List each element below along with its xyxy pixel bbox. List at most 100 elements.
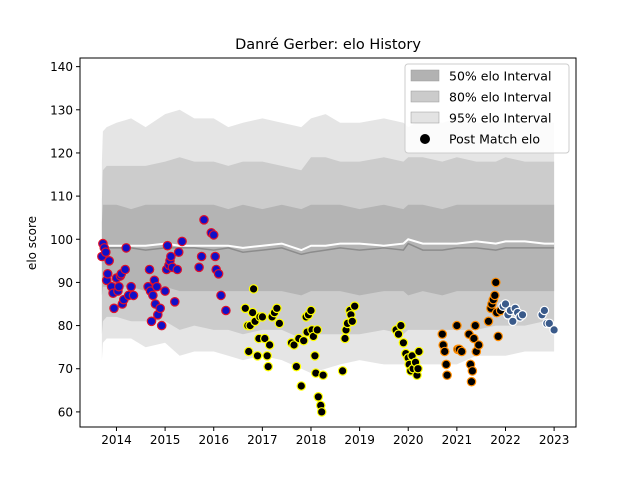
legend-swatch xyxy=(410,111,440,124)
post-match-elo-point xyxy=(272,303,282,314)
post-match-elo-point xyxy=(298,335,309,346)
post-match-elo-point xyxy=(114,281,124,292)
post-match-elo-point xyxy=(469,333,479,344)
legend-label: 95% elo Interval xyxy=(449,111,551,126)
post-match-elo-point xyxy=(493,331,503,342)
post-match-elo-point xyxy=(262,350,272,361)
post-match-elo-point xyxy=(243,346,254,357)
legend-marker xyxy=(420,134,430,144)
post-match-elo-point xyxy=(263,361,273,372)
post-match-elo-point xyxy=(172,264,183,275)
post-match-elo-point xyxy=(247,307,258,318)
post-match-elo-point xyxy=(544,318,555,329)
y-axis-label: elo score xyxy=(25,216,39,270)
post-match-elo-point xyxy=(490,277,501,288)
post-match-elo-point xyxy=(173,247,184,257)
post-match-elo-point xyxy=(162,240,173,251)
mean-elo-line xyxy=(100,238,555,252)
post-match-elo-point xyxy=(155,303,165,314)
post-match-elo-point xyxy=(306,305,316,316)
post-match-elo-point xyxy=(470,320,481,331)
post-match-elo-point xyxy=(152,281,162,292)
post-match-elo-point xyxy=(126,281,136,292)
post-match-elo-point xyxy=(156,320,167,331)
x-tick-label: 2022 xyxy=(490,433,521,447)
post-match-elo-point xyxy=(248,284,259,294)
x-tick-label: 2020 xyxy=(393,433,424,447)
post-match-elo-point xyxy=(121,243,131,253)
legend-label: Post Match elo xyxy=(449,132,540,147)
y-tick-label: 140 xyxy=(50,60,73,74)
post-match-elo-point xyxy=(120,264,130,275)
y-tick-label: 100 xyxy=(50,233,73,247)
post-match-elo-point xyxy=(414,346,424,357)
y-tick-label: 60 xyxy=(58,405,73,419)
post-match-elo-point xyxy=(473,340,484,350)
post-match-elo-point xyxy=(264,340,275,350)
x-tick-label: 2014 xyxy=(101,433,132,447)
x-tick-label: 2017 xyxy=(247,433,278,447)
post-match-elo-point xyxy=(177,236,187,247)
post-match-elo-point xyxy=(210,251,220,262)
post-match-elo-point xyxy=(102,268,113,279)
post-match-elo-point xyxy=(500,299,511,309)
post-match-elo-point xyxy=(442,370,452,380)
post-match-elo-point xyxy=(259,333,270,344)
legend-swatch xyxy=(410,69,440,82)
post-match-elo-point xyxy=(148,290,158,301)
legend: 50% elo Interval 80% elo Interval 95% elo … xyxy=(404,63,570,154)
post-match-elo-point xyxy=(310,350,320,361)
post-match-elo-point xyxy=(128,290,139,301)
y-tick-label: 90 xyxy=(58,276,73,290)
post-match-elo-point xyxy=(437,329,448,339)
legend-label: 50% elo Interval xyxy=(449,69,551,84)
post-match-elo-point xyxy=(441,359,451,370)
plot-area xyxy=(97,109,559,417)
post-match-elo-point xyxy=(549,325,559,335)
legend-swatch xyxy=(410,90,440,103)
post-match-elo-point xyxy=(507,316,518,327)
post-match-elo-point xyxy=(252,350,263,361)
x-tick-label: 2019 xyxy=(344,433,375,447)
post-match-elo-point xyxy=(199,215,209,225)
post-match-elo-point xyxy=(257,312,268,322)
post-match-elo-point xyxy=(291,361,302,372)
post-match-elo-point xyxy=(170,296,180,307)
post-match-elo-point xyxy=(194,262,204,273)
post-match-elo-point xyxy=(144,264,155,275)
y-tick-label: 110 xyxy=(50,190,73,204)
post-match-elo-point xyxy=(289,340,299,350)
post-match-elo-point xyxy=(466,376,477,387)
post-match-elo-point xyxy=(312,325,323,335)
post-match-elo-point xyxy=(483,316,494,327)
post-match-elo-point xyxy=(349,301,360,311)
post-match-elo-point xyxy=(489,290,500,301)
post-match-elo-point xyxy=(213,268,224,279)
post-match-elo-point xyxy=(539,305,550,316)
x-tick-label: 2016 xyxy=(198,433,229,447)
post-match-elo-point xyxy=(347,316,358,327)
post-match-elo-point xyxy=(337,366,348,376)
post-match-elo-point xyxy=(439,346,450,357)
post-match-elo-point xyxy=(313,391,324,402)
post-match-elo-point xyxy=(146,316,157,327)
y-tick-label: 70 xyxy=(58,362,73,376)
post-match-elo-point xyxy=(456,346,467,357)
post-match-elo-point xyxy=(208,230,219,240)
post-match-elo-point xyxy=(396,320,406,331)
legend-label: 80% elo Interval xyxy=(449,90,551,105)
post-match-elo-point xyxy=(393,329,404,339)
x-tick-label: 2023 xyxy=(539,433,570,447)
post-match-elo-point xyxy=(109,303,119,314)
y-tick-label: 120 xyxy=(50,146,73,160)
post-match-elo-point xyxy=(240,303,251,314)
post-match-elo-point xyxy=(296,381,307,391)
post-match-elo-point xyxy=(452,320,462,331)
post-match-elo-point xyxy=(413,363,423,374)
post-match-elo-point xyxy=(316,407,327,417)
post-match-elo-point xyxy=(517,309,528,320)
x-tick-label: 2021 xyxy=(442,433,473,447)
post-match-elo-point xyxy=(340,333,350,344)
post-match-elo-point xyxy=(104,255,114,266)
chart-title: Danré Gerber: elo History xyxy=(235,37,421,53)
